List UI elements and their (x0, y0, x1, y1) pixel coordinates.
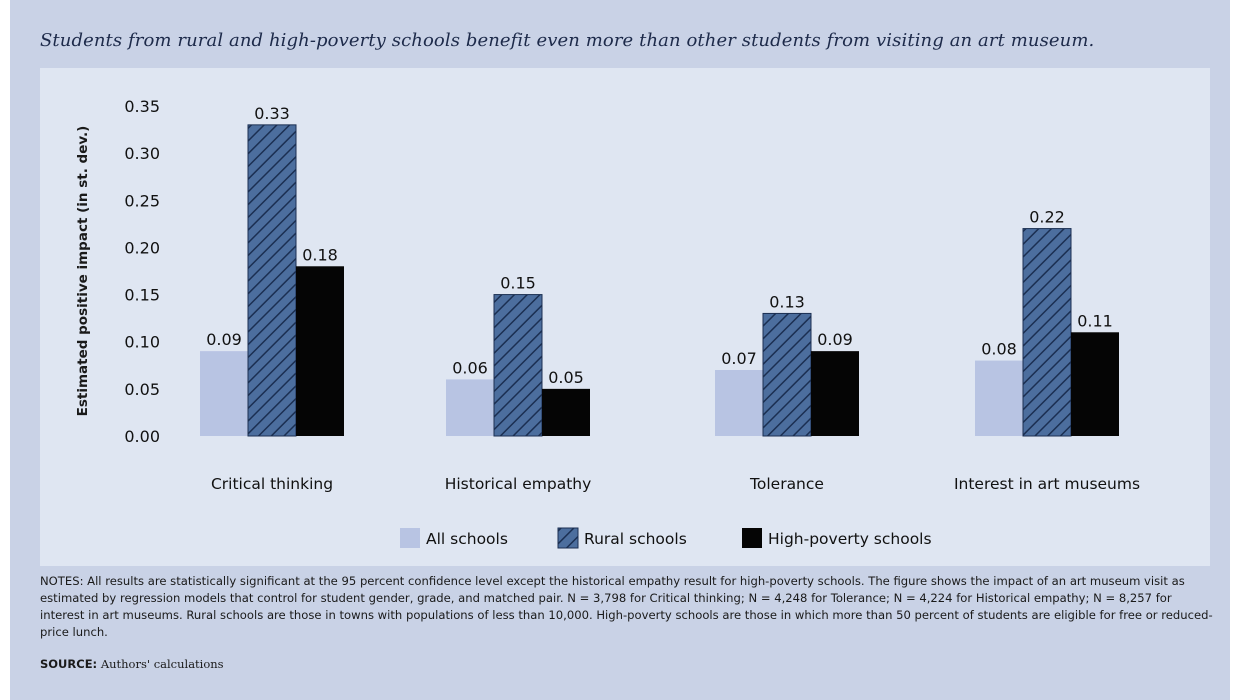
figure-frame: Students from rural and high-poverty sch… (10, 0, 1230, 700)
bar-high-poverty-schools-2 (811, 351, 859, 436)
x-category-label: Critical thinking (211, 475, 333, 493)
chart-notes: NOTES: All results are statistically sig… (40, 574, 1213, 639)
y-tick-label: 0.30 (124, 144, 160, 163)
x-axis-categories: Critical thinking Historical empathy Toler… (211, 475, 1140, 493)
y-tick-label: 0.15 (124, 286, 160, 305)
y-axis-label: Estimated positive impact (in st. dev.) (75, 126, 91, 417)
data-label: 0.13 (769, 292, 805, 311)
y-tick-label: 0.00 (124, 427, 160, 446)
bar-high-poverty-schools-0 (296, 266, 344, 436)
source-label: SOURCE: (40, 657, 98, 671)
y-tick-label: 0.25 (124, 191, 160, 210)
data-label: 0.06 (452, 358, 488, 377)
data-label: 0.08 (981, 340, 1017, 359)
bar-chart: Estimated positive impact (in st. dev.) 0… (75, 97, 1140, 549)
source-text: Authors' calculations (100, 657, 224, 671)
y-tick-label: 0.10 (124, 333, 160, 352)
chart-subtitle: Students from rural and high-poverty sch… (40, 30, 1095, 51)
legend-swatch (557, 527, 579, 549)
data-label: 0.05 (548, 368, 584, 387)
data-label: 0.09 (817, 330, 853, 349)
chart-source: SOURCE: Authors' calculations (40, 657, 640, 671)
data-label: 0.15 (500, 274, 536, 293)
legend-swatch (400, 528, 420, 548)
y-tick-label: 0.05 (124, 380, 160, 399)
bars: 0.09 0.06 0.07 0.08 0.33 0.15 0.13 0.22 0.18 0.05… (200, 104, 1119, 437)
x-category-label: Interest in art museums (954, 475, 1140, 493)
legend-label: Rural schools (584, 530, 687, 548)
bar-high-poverty-schools-3 (1071, 332, 1119, 436)
bar-rural-schools-3 (1022, 228, 1072, 437)
bar-all-schools-3 (975, 360, 1023, 436)
bar-all-schools-0 (200, 351, 248, 436)
y-tick-label: 0.35 (124, 97, 160, 116)
legend-swatch (742, 528, 762, 548)
bar-rural-schools-2 (762, 312, 812, 437)
bar-rural-schools-0 (247, 124, 297, 437)
data-label: 0.09 (206, 330, 242, 349)
x-category-label: Historical empathy (445, 475, 592, 493)
data-label: 0.22 (1029, 208, 1065, 227)
legend-label: High-poverty schools (768, 530, 932, 548)
y-axis: Estimated positive impact (in st. dev.) 0… (75, 97, 160, 446)
data-label: 0.18 (302, 245, 338, 264)
data-label: 0.33 (254, 104, 290, 123)
legend-label: All schools (426, 530, 508, 548)
y-tick-label: 0.20 (124, 238, 160, 257)
legend: All schools Rural schools High-poverty sch… (400, 527, 932, 549)
chart-panel: Estimated positive impact (in st. dev.) 0… (40, 68, 1210, 566)
bar-rural-schools-1 (493, 294, 543, 437)
data-label: 0.11 (1077, 311, 1113, 330)
data-label: 0.07 (721, 349, 757, 368)
bar-high-poverty-schools-1 (542, 388, 590, 436)
bar-all-schools-1 (446, 379, 494, 436)
x-category-label: Tolerance (749, 475, 824, 493)
bar-all-schools-2 (715, 370, 763, 436)
